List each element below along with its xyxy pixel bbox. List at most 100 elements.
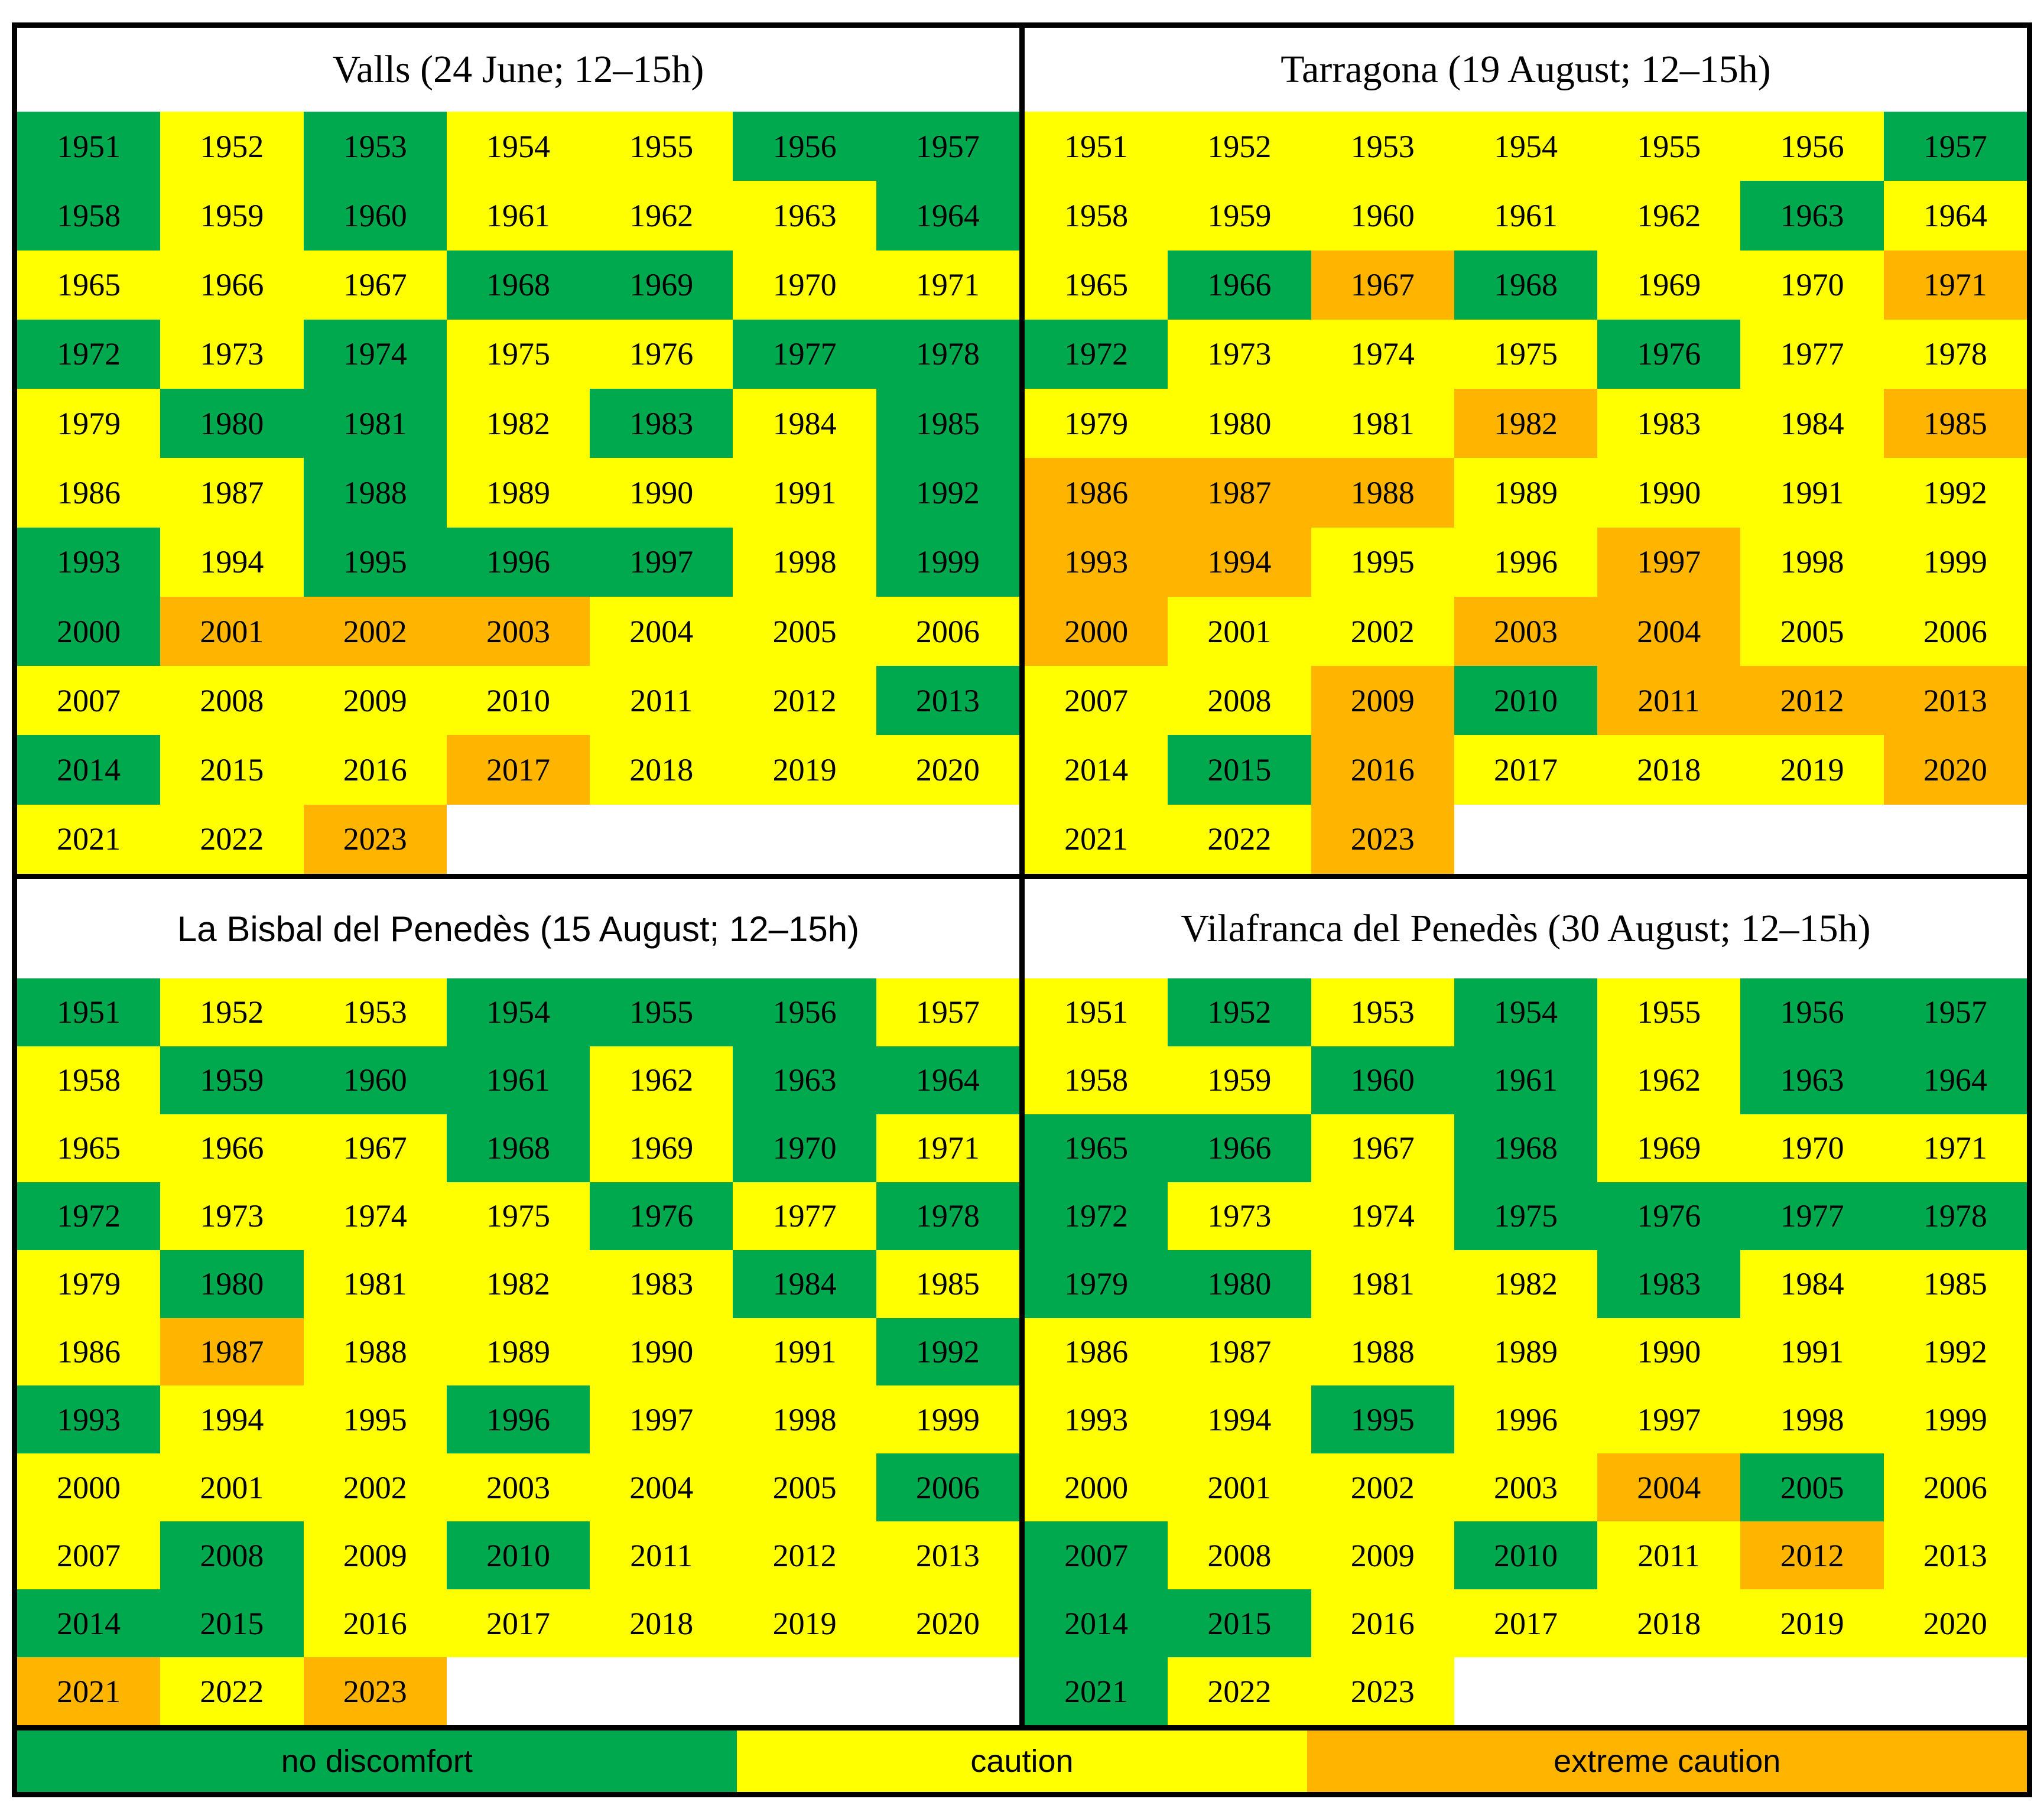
year-cell: 2008 <box>160 666 304 736</box>
year-cell: 1990 <box>590 458 733 528</box>
year-cell: 2013 <box>876 1521 1019 1590</box>
year-cell: 1951 <box>17 978 161 1046</box>
year-cell: 2022 <box>1168 804 1311 874</box>
legend-label: caution <box>970 1744 1074 1779</box>
year-cell: 2017 <box>446 735 590 805</box>
year-cell: 2008 <box>160 1521 304 1590</box>
year-cell: 2005 <box>733 1453 876 1522</box>
empty-cell <box>590 804 733 874</box>
year-cell: 1984 <box>1740 389 1884 458</box>
year-cell: 1994 <box>1168 527 1311 597</box>
year-cell: 1982 <box>1454 389 1598 458</box>
year-cell: 1957 <box>876 112 1019 181</box>
year-cell: 1963 <box>733 181 876 251</box>
year-cell: 2011 <box>590 666 733 736</box>
year-cell: 2021 <box>17 1657 161 1725</box>
year-cell: 1985 <box>876 389 1019 458</box>
year-cell: 1980 <box>160 1250 304 1318</box>
legend-item-caution: caution <box>736 1731 1308 1792</box>
year-cell: 1996 <box>446 527 590 597</box>
year-cell: 1968 <box>1454 1114 1598 1182</box>
year-cell: 1976 <box>1597 1182 1741 1250</box>
year-cell: 1963 <box>1740 181 1884 251</box>
year-cell: 2001 <box>160 1453 304 1522</box>
year-cell: 1984 <box>1740 1250 1884 1318</box>
year-cell: 2015 <box>160 1589 304 1658</box>
year-cell: 2023 <box>303 804 447 874</box>
year-cell: 2001 <box>1168 596 1311 666</box>
year-cell: 1962 <box>1597 1046 1741 1114</box>
year-cell: 2019 <box>733 1589 876 1658</box>
year-cell: 1971 <box>1883 1114 2027 1182</box>
year-cell: 1978 <box>876 1182 1019 1250</box>
year-cell: 1973 <box>1168 1182 1311 1250</box>
panel-tarragona: Tarragona (19 August; 12–15h) 1951 1952 19… <box>1025 28 2027 874</box>
year-cell: 2004 <box>1597 1453 1741 1522</box>
year-cell: 2021 <box>17 804 161 874</box>
year-cell: 1987 <box>1168 1318 1311 1386</box>
year-cell: 2010 <box>446 666 590 736</box>
year-cell: 1998 <box>1740 1385 1884 1454</box>
year-cell: 1957 <box>876 978 1019 1046</box>
year-cell: 1993 <box>17 1385 161 1454</box>
year-cell: 2006 <box>1883 596 2027 666</box>
empty-cell <box>590 1657 733 1725</box>
year-cell: 1961 <box>1454 1046 1598 1114</box>
year-cell: 2004 <box>590 1453 733 1522</box>
year-cell: 1969 <box>1597 250 1741 320</box>
year-cell: 1960 <box>303 181 447 251</box>
year-cell: 1989 <box>446 458 590 528</box>
year-cell: 2023 <box>1311 1657 1454 1725</box>
year-cell: 2003 <box>1454 1453 1598 1522</box>
year-cell: 1978 <box>1883 319 2027 389</box>
legend-label: no discomfort <box>281 1744 473 1779</box>
year-cell: 1980 <box>1168 389 1311 458</box>
year-cell: 1990 <box>1597 458 1741 528</box>
year-cell: 1966 <box>1168 1114 1311 1182</box>
panel-title: La Bisbal del Penedès (15 August; 12–15h… <box>177 909 860 949</box>
year-cell: 1959 <box>1168 181 1311 251</box>
year-cell: 1996 <box>446 1385 590 1454</box>
year-cell: 1952 <box>1168 112 1311 181</box>
year-cell: 2019 <box>733 735 876 805</box>
year-cell: 1963 <box>733 1046 876 1114</box>
year-cell: 1995 <box>303 527 447 597</box>
year-cell: 2007 <box>1025 1521 1168 1590</box>
year-cell: 1991 <box>1740 1318 1884 1386</box>
year-cell: 1967 <box>303 250 447 320</box>
year-cell: 2002 <box>303 596 447 666</box>
year-cell: 2000 <box>1025 1453 1168 1522</box>
year-cell: 1995 <box>303 1385 447 1454</box>
year-cell: 2007 <box>1025 666 1168 736</box>
year-cell: 2016 <box>1311 735 1454 805</box>
year-cell: 1953 <box>1311 112 1454 181</box>
year-cell: 1966 <box>1168 250 1311 320</box>
year-cell: 1996 <box>1454 1385 1598 1454</box>
year-cell: 1980 <box>160 389 304 458</box>
year-cell: 2019 <box>1740 735 1884 805</box>
year-cell: 1973 <box>160 319 304 389</box>
year-cell: 2006 <box>876 1453 1019 1522</box>
year-cell: 1954 <box>1454 112 1598 181</box>
year-cell: 1953 <box>303 978 447 1046</box>
year-cell: 2016 <box>303 1589 447 1658</box>
panel-title: Tarragona (19 August; 12–15h) <box>1281 48 1771 91</box>
empty-cell <box>733 1657 876 1725</box>
year-cell: 1964 <box>876 1046 1019 1114</box>
year-cell: 1978 <box>1883 1182 2027 1250</box>
empty-cell <box>446 1657 590 1725</box>
empty-cell <box>876 804 1019 874</box>
year-cell: 1968 <box>446 250 590 320</box>
year-cell: 2002 <box>1311 596 1454 666</box>
year-cell: 2001 <box>160 596 304 666</box>
legend-item-extreme-caution: extreme caution <box>1307 1731 2027 1792</box>
year-cell: 2020 <box>1883 735 2027 805</box>
year-cell: 1975 <box>446 1182 590 1250</box>
year-cell: 2014 <box>1025 1589 1168 1658</box>
year-cell: 1998 <box>733 527 876 597</box>
year-cell: 1962 <box>590 1046 733 1114</box>
empty-cell <box>1883 1657 2027 1725</box>
year-cell: 1975 <box>446 319 590 389</box>
year-cell: 1986 <box>1025 458 1168 528</box>
year-cell: 2011 <box>590 1521 733 1590</box>
